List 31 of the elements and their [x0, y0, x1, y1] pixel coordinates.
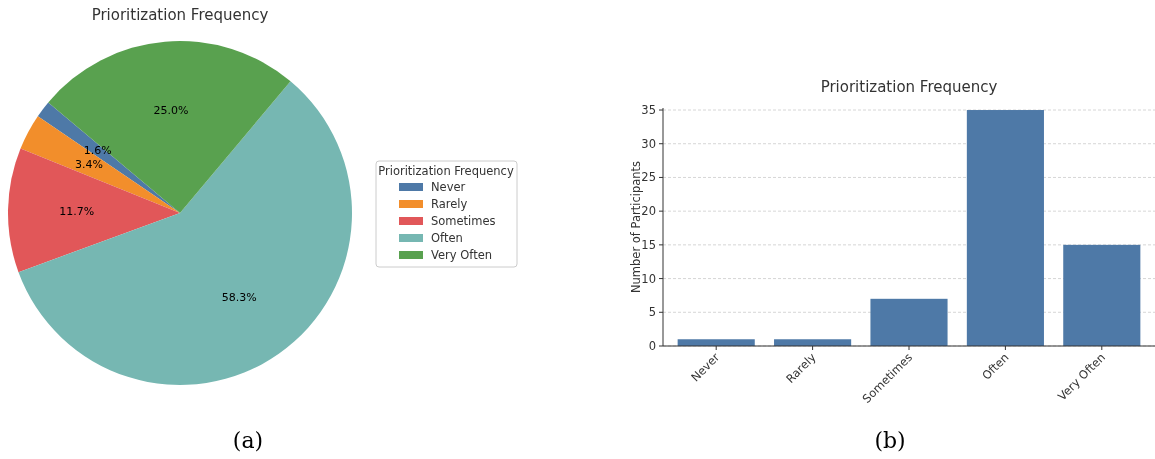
bar	[1063, 244, 1141, 346]
chart-title: Prioritization Frequency	[91, 6, 269, 24]
chart-title: Prioritization Frequency	[820, 78, 998, 96]
pie-slice	[20, 116, 180, 213]
text: (a)	[232, 428, 264, 453]
data-label: 1.6%	[83, 144, 112, 158]
data-label: 25.0%	[153, 103, 189, 117]
y-tick-label: 25	[641, 170, 656, 185]
pie-slice	[48, 41, 291, 213]
y-tick-label: 35	[641, 103, 656, 118]
y-tick-label: 15	[641, 237, 656, 252]
legend-title: Prioritization Frequency	[378, 164, 514, 178]
pie-slice	[18, 81, 352, 385]
y-tick-label: 5	[648, 305, 656, 320]
y-axis-title: Number of Participants	[629, 160, 643, 294]
data-label: 11.7%	[59, 204, 95, 218]
bar	[966, 110, 1044, 346]
text: (b)	[874, 428, 906, 453]
data-label: 58.3%	[221, 290, 257, 304]
y-tick-label: 20	[641, 204, 656, 219]
data-label: 3.4%	[75, 157, 103, 171]
legend-label: Very Often	[431, 248, 493, 262]
legend-label: Often	[431, 231, 463, 245]
legend-label: Sometimes	[431, 214, 496, 228]
legend-label: Never	[431, 180, 466, 194]
bar	[870, 298, 948, 346]
pie-slice	[8, 148, 180, 273]
legend-label: Rarely	[431, 197, 468, 211]
y-tick-label: 10	[641, 271, 656, 286]
y-tick-label: 30	[641, 136, 656, 151]
y-tick-label: 0	[648, 339, 656, 353]
